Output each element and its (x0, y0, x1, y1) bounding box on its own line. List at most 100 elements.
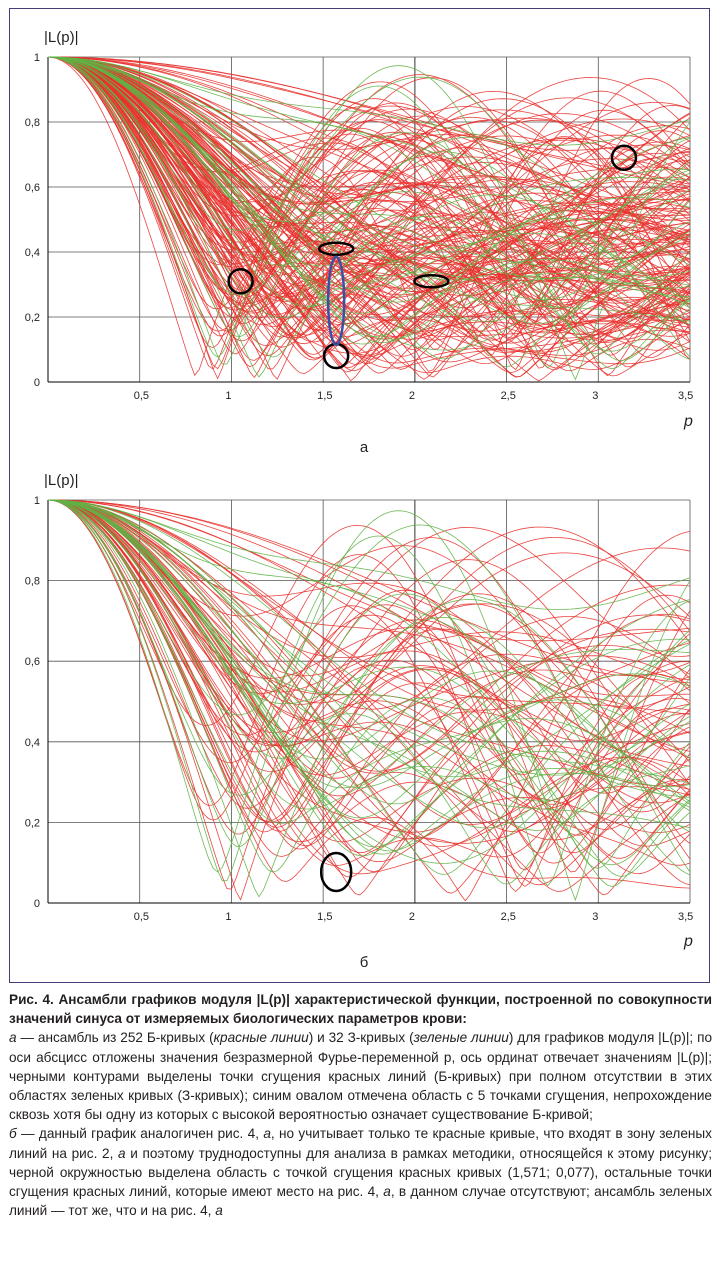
red-curve (48, 56, 691, 382)
red-curve (47, 56, 691, 339)
y-tick-label: 1 (34, 495, 40, 507)
green-curve (47, 499, 691, 902)
green-curve (47, 499, 691, 805)
red-curve (47, 499, 691, 840)
annotation-ellipse (317, 241, 355, 256)
green-curve (47, 499, 691, 855)
red-curve (47, 499, 691, 889)
green-curve (47, 56, 691, 370)
x-axis-title: p (683, 413, 693, 430)
red-curve (47, 56, 691, 380)
red-curve (47, 499, 691, 896)
x-tick-label: 3,5 (678, 911, 693, 923)
green-curve (47, 56, 691, 378)
x-tick-label: 0,5 (134, 390, 149, 402)
green-curve (47, 499, 691, 852)
red-curve (48, 56, 691, 185)
caption-b-text-4: , в данном случае отсутствуют; ансамбль … (9, 1184, 712, 1219)
green-curve (48, 56, 691, 286)
y-tick-label: 0,2 (25, 817, 40, 829)
y-tick-label: 0 (34, 898, 40, 910)
green-curve (47, 499, 691, 829)
red-curve (48, 56, 691, 301)
chart-panel-a: 0,5 1 1,5 2 2,5 3 3,5 0 0,2 0,4 0,6 0,8 1 |L(p)| p а (25, 29, 694, 456)
annotation-circle (227, 268, 254, 295)
green-curve (47, 56, 691, 344)
green-curve (47, 56, 691, 290)
annotations (319, 851, 353, 893)
red-curve (47, 499, 691, 704)
y-tick-label: 0,2 (25, 312, 40, 324)
red-curve (47, 499, 691, 809)
red-curve (47, 56, 691, 292)
red-curve (47, 499, 691, 794)
figure-caption: Рис. 4. Ансамбли графиков модуля |L(p)| … (9, 990, 712, 1220)
green-curve (47, 499, 691, 829)
red-curve (47, 499, 691, 873)
red-curve (47, 499, 691, 694)
x-tick-label: 1,5 (317, 390, 332, 402)
green-curve (47, 56, 691, 338)
caption-a-text-1: — ансамбль из 252 Б-кривых ( (16, 1030, 214, 1046)
caption-title: Рис. 4. Ансамбли графиков модуля |L(p)| … (9, 992, 712, 1027)
x-tick-label: 1 (225, 390, 231, 402)
x-tick-label: 2 (409, 911, 415, 923)
red-curve (47, 56, 691, 343)
y-tick-label: 0,4 (25, 737, 40, 749)
red-curve (47, 499, 691, 752)
green-curve (47, 56, 691, 307)
green-curve (47, 56, 691, 360)
y-tick-label: 0 (34, 377, 40, 389)
green-curve (47, 56, 691, 362)
green-curve (47, 56, 691, 381)
green-curve (47, 499, 691, 887)
red-curve (48, 56, 691, 226)
red-curve (48, 56, 691, 265)
green-curve (47, 499, 691, 789)
green-curve (47, 499, 691, 848)
caption-part-b: б — данный график аналогичен рис. 4, а, … (9, 1124, 712, 1220)
green-curve (47, 56, 691, 351)
annotation-circle (319, 851, 353, 893)
green-curve (47, 499, 691, 802)
red-curve (47, 56, 691, 336)
green-curve (47, 56, 691, 341)
caption-b-ref-a4: а (215, 1203, 223, 1219)
x-tick-label: 2,5 (501, 390, 516, 402)
x-axis-title: p (683, 933, 693, 950)
green-curve (47, 56, 691, 303)
red-curve (48, 499, 691, 642)
red-curve (47, 56, 691, 377)
red-curve (47, 499, 691, 810)
caption-b-text-3: и поэтому труднодоступны для анализа в р… (9, 1145, 712, 1200)
red-curve (47, 499, 691, 878)
annotation-circle (322, 342, 350, 370)
red-curve (47, 56, 691, 342)
red-curve (48, 499, 691, 791)
red-curve (47, 499, 691, 710)
curve-ensemble (47, 499, 691, 902)
red-curve (47, 56, 691, 331)
green-curve (47, 499, 691, 873)
red-curve (47, 56, 691, 358)
green-curve (47, 499, 691, 898)
x-tick-label: 3 (592, 390, 598, 402)
caption-b-ref-a3: а (383, 1184, 391, 1200)
y-tick-label: 0,4 (25, 247, 40, 259)
x-tick-label: 0,5 (134, 911, 149, 923)
red-curve (47, 499, 691, 890)
y-tick-label: 0,8 (25, 576, 40, 588)
green-curve (47, 56, 691, 325)
red-curve (47, 499, 691, 804)
y-tick-label: 0,6 (25, 182, 40, 194)
red-curve (47, 56, 691, 377)
caption-part-a: а — ансамбль из 252 Б-кривых (красные ли… (9, 1028, 712, 1124)
panel-letter: а (360, 439, 369, 456)
x-tick-label: 2,5 (501, 911, 516, 923)
green-curve (47, 499, 691, 866)
green-curve (47, 56, 691, 319)
green-curve (47, 499, 691, 784)
panel-letter: б (360, 954, 369, 971)
red-curve (47, 56, 691, 355)
red-curve (47, 499, 691, 866)
